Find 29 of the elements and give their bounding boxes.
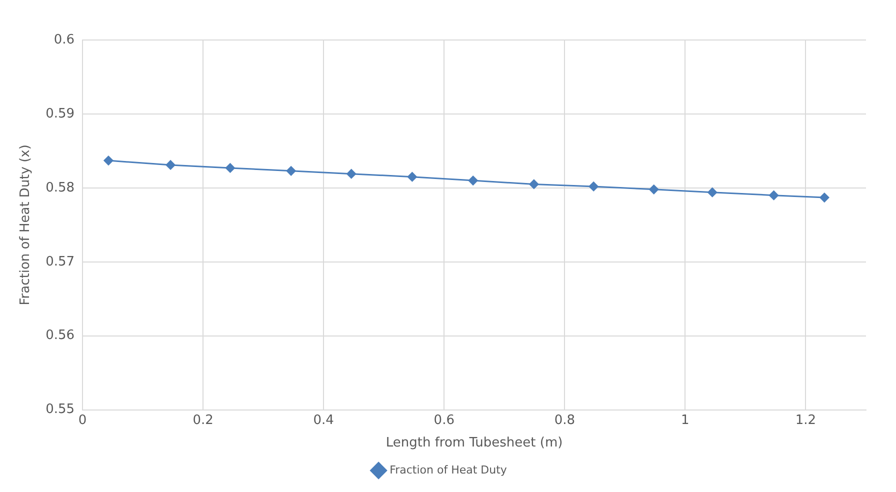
point: [820, 192, 830, 202]
y-tick-label: 0.59: [46, 106, 75, 122]
x-tick-label: 1: [681, 412, 690, 428]
y-tick-label: 0.58: [46, 180, 75, 196]
y-tick-label: 0.6: [54, 32, 75, 48]
point: [104, 156, 114, 166]
point: [346, 169, 356, 179]
point: [468, 176, 478, 186]
y-tick-label: 0.55: [46, 402, 75, 418]
point: [166, 160, 176, 170]
x-tick-label: 1.2: [795, 412, 816, 428]
legend-label: Fraction of Heat Duty: [390, 463, 508, 476]
point: [225, 163, 235, 173]
x-tick-label: 0.6: [434, 412, 454, 428]
point: [588, 182, 598, 192]
y-tick-label: 0.56: [46, 328, 75, 344]
x-tick-label: 0.2: [192, 412, 214, 428]
x-tick-label: 0.8: [554, 412, 576, 428]
point: [708, 188, 718, 198]
point: [769, 190, 779, 200]
x-tick-label: 0.4: [313, 412, 334, 428]
point: [649, 184, 659, 194]
y-axis-title: Fraction of Heat Duty (x): [18, 144, 34, 306]
x-tick-label: 0: [78, 412, 87, 428]
x-axis-title: Length from Tubesheet (m): [386, 436, 563, 451]
point: [286, 166, 296, 176]
y-tick-label: 0.57: [46, 254, 75, 270]
point: [529, 179, 539, 189]
point: [407, 172, 417, 182]
